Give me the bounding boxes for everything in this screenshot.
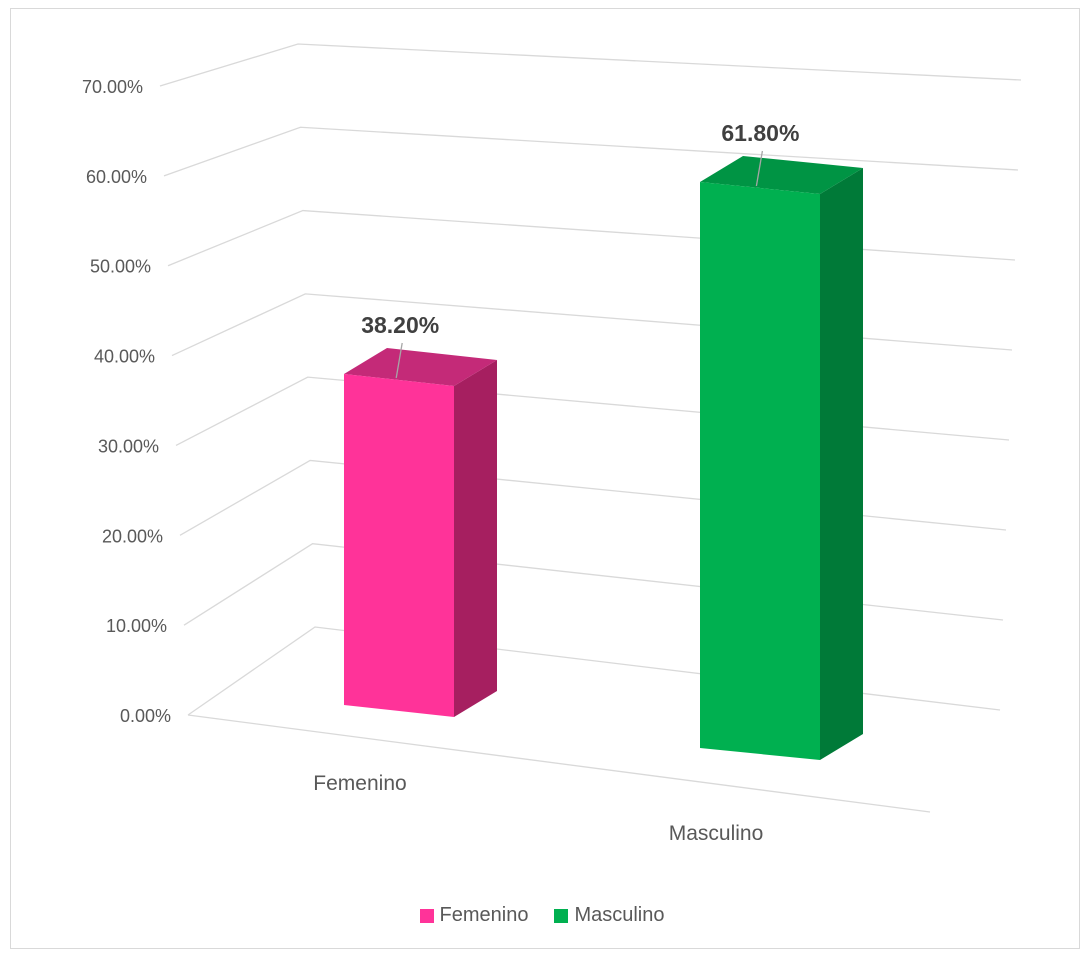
bar-femenino: 38.20% xyxy=(344,312,497,717)
data-label: 61.80% xyxy=(721,120,799,146)
gridline xyxy=(167,209,1016,267)
x-axis-categories: Femenino Masculino xyxy=(313,772,763,845)
y-axis-ticks: 0.00% 10.00% 20.00% 30.00% 40.00% 50.00% 60.00… xyxy=(82,77,171,726)
data-label-leader xyxy=(395,342,403,379)
bar-masculino: 61.80% xyxy=(700,120,863,760)
gridline xyxy=(171,293,1013,357)
gridline xyxy=(159,43,1022,87)
data-label-leader xyxy=(755,150,764,187)
x-category-label: Masculino xyxy=(669,822,764,845)
y-tick-label: 20.00% xyxy=(102,526,163,546)
bar-top xyxy=(700,156,863,194)
bar-side xyxy=(454,360,497,717)
legend: Femenino Masculino xyxy=(0,904,1084,927)
gridline xyxy=(163,126,1019,177)
y-tick-label: 10.00% xyxy=(106,616,167,636)
x-category-label: Femenino xyxy=(313,772,406,795)
gridlines xyxy=(159,43,1022,813)
bar-side xyxy=(820,168,863,760)
bar-front xyxy=(700,182,820,760)
legend-swatch-femenino xyxy=(419,908,434,923)
bars: 38.20% 61.80% xyxy=(344,120,863,760)
gridline xyxy=(187,626,1001,716)
bar-front xyxy=(344,374,454,717)
gridline xyxy=(179,459,1007,536)
y-tick-label: 50.00% xyxy=(90,257,151,277)
floor-edge xyxy=(187,714,931,813)
legend-item-masculino: Masculino xyxy=(554,904,664,927)
data-label: 38.20% xyxy=(361,312,439,338)
y-tick-label: 70.00% xyxy=(82,77,143,97)
y-tick-label: 40.00% xyxy=(94,347,155,367)
y-tick-label: 60.00% xyxy=(86,167,147,187)
legend-item-femenino: Femenino xyxy=(419,904,529,927)
legend-label-femenino: Femenino xyxy=(439,904,529,926)
y-tick-label: 0.00% xyxy=(120,706,171,726)
legend-swatch-masculino xyxy=(554,908,569,923)
y-tick-label: 30.00% xyxy=(98,436,159,456)
legend-label-masculino: Masculino xyxy=(574,904,665,926)
bar-top xyxy=(344,348,497,386)
chart-frame xyxy=(10,8,1080,949)
gridline xyxy=(175,376,1010,447)
gridline xyxy=(183,543,1004,626)
